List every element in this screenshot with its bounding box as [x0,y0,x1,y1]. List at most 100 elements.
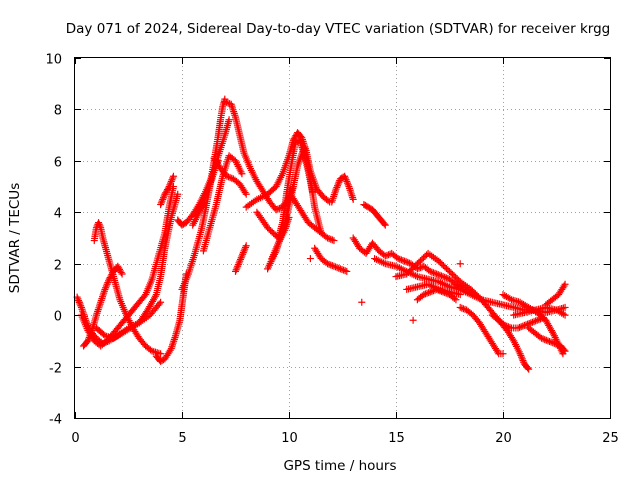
data-point [306,255,314,263]
data-point [341,267,349,275]
data-point [530,318,538,326]
data-point [452,296,460,304]
data-point [499,350,507,358]
data-point [151,292,159,300]
data-point [406,267,414,275]
data-point [162,189,170,197]
data-point [163,186,171,194]
data-point [232,266,240,274]
data-point [96,222,104,230]
data-point [97,298,105,306]
data-point [442,274,450,282]
data-point [418,263,426,271]
data-point [441,263,449,271]
data-point [401,257,409,265]
data-point [409,264,417,272]
data-point [95,302,103,310]
x-tick-label: 5 [178,431,186,446]
data-point [456,303,464,311]
y-tick-label: 0 [54,310,62,325]
x-tick-label: 10 [281,431,298,446]
data-point [549,339,557,347]
data-point [418,255,426,263]
data-point [333,183,341,191]
data-point [554,341,562,349]
data-point [437,287,445,295]
data-point [381,221,389,229]
data-point [560,346,568,354]
data-point [335,178,343,186]
data-point [528,318,536,326]
data-point [158,197,166,205]
data-point [96,300,104,308]
data-point [450,272,458,280]
data-point [407,266,415,274]
x-axis-label: GPS time / hours [283,458,396,474]
data-point [164,184,172,192]
data-point [161,190,169,198]
data-point [506,295,514,303]
data-point [439,288,447,296]
data-point [415,258,423,266]
data-point [442,264,450,272]
data-point [506,323,514,331]
data-point [436,259,444,267]
data-point [517,351,525,359]
data-point [94,306,102,314]
data-point [225,173,233,181]
data-point [236,255,244,263]
y-tick-label: -4 [49,413,62,428]
data-point [437,272,445,280]
data-point [453,275,461,283]
data-point [403,270,411,278]
data-point [115,264,123,272]
data-point [561,311,569,319]
data-point [413,260,421,268]
data-point [426,288,434,296]
data-point [102,284,110,292]
data-point [95,220,103,228]
data-point [98,295,106,303]
data-point [524,364,532,372]
data-point [105,275,113,283]
data-point [238,170,246,178]
data-point [559,310,567,318]
data-point [412,261,420,269]
data-point [538,334,546,342]
data-point [104,279,112,287]
data-point [76,300,84,308]
data-point [327,261,335,269]
data-point [327,235,335,243]
data-point [348,192,356,200]
data-point [561,280,569,288]
data-point [95,304,103,312]
data-point [429,287,437,295]
data-point [434,286,442,294]
data-point [342,176,350,184]
data-point [226,174,234,182]
data-point [239,249,247,257]
data-point [97,296,105,304]
data-marks [73,95,569,373]
data-point [99,291,107,299]
data-point [325,235,333,243]
data-point [416,257,424,265]
data-point [332,185,340,193]
data-point [114,265,122,273]
data-point [420,291,428,299]
y-tick-label: -2 [49,362,62,377]
data-point [332,263,340,271]
data-point [330,262,338,270]
data-point [167,179,175,187]
data-point [429,269,437,277]
data-point [504,323,512,331]
data-point [383,251,391,259]
y-tick-label: 6 [54,156,62,171]
data-point [514,324,522,332]
data-point [272,206,280,214]
y-tick-label: 2 [54,259,62,274]
data-point [168,176,176,184]
data-point [561,303,569,311]
data-point [285,213,293,221]
data-point [338,266,346,273]
